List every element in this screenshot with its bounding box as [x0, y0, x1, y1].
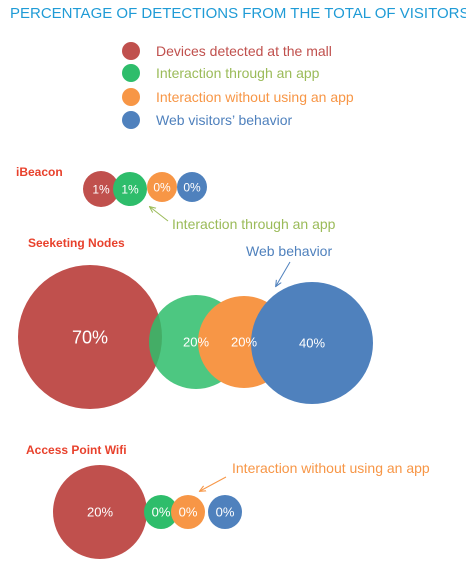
group-title-seeketing-nodes: Seeketing Nodes [28, 236, 125, 250]
bubble-label-app: 0% [152, 505, 171, 520]
bubble-devices [83, 171, 119, 207]
annotation-arrow-2 [200, 476, 227, 491]
group-title-ibeacon: iBeacon [16, 165, 63, 179]
bubble-label-without-app: 0% [179, 505, 198, 520]
annotation-label-2: Interaction without using an app [232, 460, 430, 476]
bubble-label-web: 40% [299, 336, 325, 351]
bubble-label-devices: 70% [72, 327, 108, 347]
bubble-devices [18, 265, 162, 409]
group-title-access-point-wifi: Access Point Wifi [26, 443, 127, 457]
bubble-label-without-app: 20% [231, 335, 257, 350]
legend-marker-1 [122, 64, 140, 82]
bubble-label-devices: 1% [92, 182, 110, 196]
bubble-group-ibeacon: 1% 1% 0% 0% [83, 171, 207, 207]
legend-label-0: Devices detected at the mall [156, 43, 332, 59]
bubble-app [144, 495, 178, 529]
bubble-label-app: 1% [121, 182, 139, 196]
bubble-without-app [147, 172, 177, 202]
bubble-app [113, 172, 147, 206]
bubble-label-web: 0% [216, 505, 235, 520]
bubble-group-access-point-wifi: 20% 0% 0% 0% [53, 465, 242, 559]
annotation-label-0: Interaction through an app [172, 216, 336, 232]
legend-marker-2 [122, 88, 140, 106]
legend-marker-0 [122, 42, 140, 60]
bubble-web [208, 495, 242, 529]
bubble-web [251, 282, 373, 404]
legend: Devices detected at the mall Interaction … [122, 42, 354, 129]
annotation-label-1: Web behavior [246, 243, 332, 259]
bubble-devices [53, 465, 147, 559]
annotations: Interaction through an app Web behavior In… [150, 207, 430, 491]
bubble-group-seeketing-nodes: 70% 20% 20% 40% [18, 265, 373, 409]
legend-label-1: Interaction through an app [156, 65, 320, 81]
legend-label-2: Interaction without using an app [156, 89, 354, 105]
chart-title: PERCENTAGE OF DETECTIONS FROM THE TOTAL … [10, 5, 466, 22]
legend-marker-3 [122, 111, 140, 129]
bubble-label-web: 0% [183, 180, 201, 194]
bubble-label-devices: 20% [87, 505, 113, 520]
bubble-label-without-app: 0% [153, 180, 171, 194]
bubble-label-app: 20% [183, 335, 209, 350]
legend-label-3: Web visitors’ behavior [156, 112, 293, 128]
bubble-without-app [171, 495, 205, 529]
annotation-arrow-0 [150, 207, 169, 222]
annotation-arrow-1 [276, 261, 291, 286]
bubble-web [177, 172, 207, 202]
